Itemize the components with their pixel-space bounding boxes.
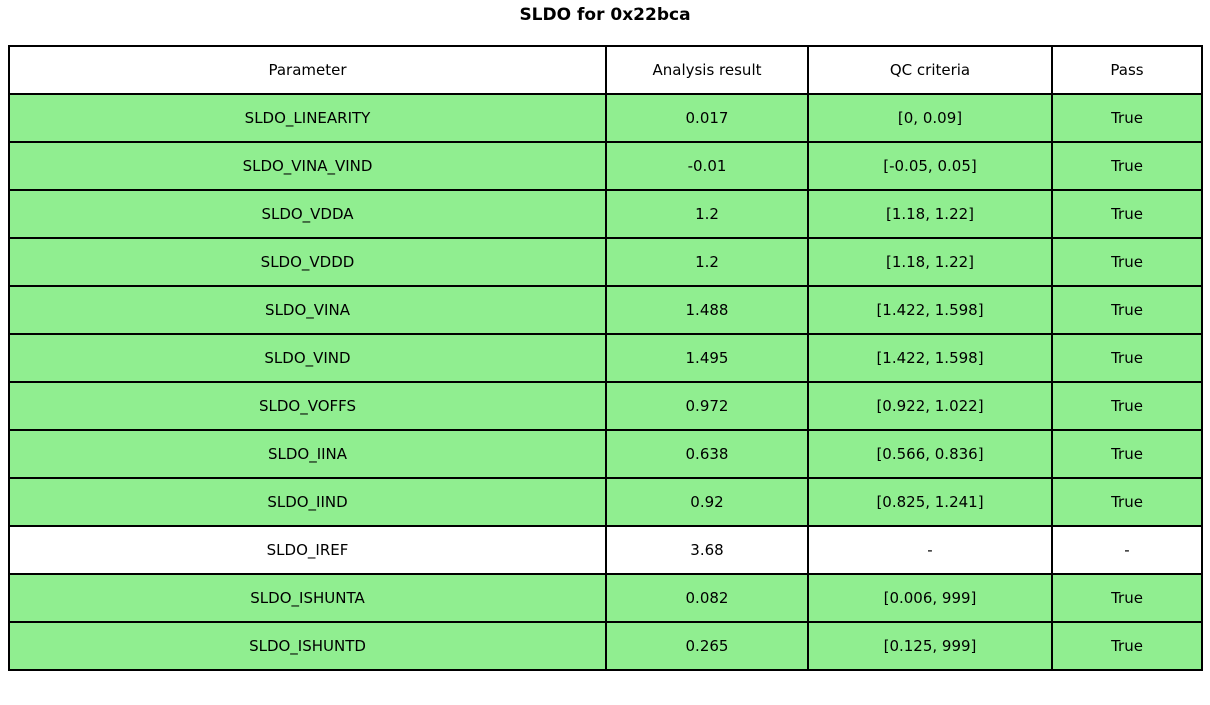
cell-analysis-result: 1.495 [605,333,809,383]
cell-analysis-result: 3.68 [605,525,809,575]
cell-qc-criteria: - [807,525,1053,575]
cell-parameter: SLDO_ISHUNTD [8,621,607,671]
cell-parameter: SLDO_VINA_VIND [8,141,607,191]
cell-qc-criteria: [1.18, 1.22] [807,189,1053,239]
cell-parameter: SLDO_IIND [8,477,607,527]
cell-analysis-result: 0.265 [605,621,809,671]
table-row: SLDO_VDDA 1.2 [1.18, 1.22] True [8,189,1203,239]
header-cell-pass: Pass [1051,45,1203,95]
cell-qc-criteria: [0, 0.09] [807,93,1053,143]
table-row: SLDO_IINA 0.638 [0.566, 0.836] True [8,429,1203,479]
cell-parameter: SLDO_IREF [8,525,607,575]
table-row: SLDO_IREF 3.68 - - [8,525,1203,575]
page-title: SLDO for 0x22bca [519,5,691,25]
cell-parameter: SLDO_VIND [8,333,607,383]
cell-pass: True [1051,621,1203,671]
table-row: SLDO_LINEARITY 0.017 [0, 0.09] True [8,93,1203,143]
cell-parameter: SLDO_IINA [8,429,607,479]
cell-pass: True [1051,333,1203,383]
cell-analysis-result: 1.2 [605,189,809,239]
cell-pass: True [1051,141,1203,191]
table-row: SLDO_ISHUNTD 0.265 [0.125, 999] True [8,621,1203,671]
qc-table: Parameter Analysis result QC criteria Pa… [8,45,1203,671]
table-row: SLDO_VDDD 1.2 [1.18, 1.22] True [8,237,1203,287]
cell-parameter: SLDO_ISHUNTA [8,573,607,623]
cell-parameter: SLDO_VDDD [8,237,607,287]
cell-parameter: SLDO_VOFFS [8,381,607,431]
cell-pass: True [1051,237,1203,287]
cell-pass: True [1051,93,1203,143]
header-row: Parameter Analysis result QC criteria Pa… [8,45,1203,95]
cell-parameter: SLDO_LINEARITY [8,93,607,143]
cell-qc-criteria: [1.422, 1.598] [807,333,1053,383]
table-row: SLDO_VOFFS 0.972 [0.922, 1.022] True [8,381,1203,431]
table-row: SLDO_VINA_VIND -0.01 [-0.05, 0.05] True [8,141,1203,191]
cell-qc-criteria: [1.422, 1.598] [807,285,1053,335]
header-cell-parameter: Parameter [8,45,607,95]
cell-pass: True [1051,189,1203,239]
cell-analysis-result: 1.488 [605,285,809,335]
cell-analysis-result: 0.017 [605,93,809,143]
cell-qc-criteria: [1.18, 1.22] [807,237,1053,287]
cell-qc-criteria: [0.825, 1.241] [807,477,1053,527]
cell-qc-criteria: [0.006, 999] [807,573,1053,623]
header-cell-analysis-result: Analysis result [605,45,809,95]
cell-pass: True [1051,477,1203,527]
cell-parameter: SLDO_VDDA [8,189,607,239]
cell-analysis-result: -0.01 [605,141,809,191]
cell-pass: True [1051,381,1203,431]
cell-analysis-result: 0.92 [605,477,809,527]
cell-pass: True [1051,429,1203,479]
cell-qc-criteria: [0.125, 999] [807,621,1053,671]
cell-analysis-result: 0.082 [605,573,809,623]
cell-analysis-result: 0.972 [605,381,809,431]
cell-qc-criteria: [-0.05, 0.05] [807,141,1053,191]
header-cell-qc-criteria: QC criteria [807,45,1053,95]
table-row: SLDO_VINA 1.488 [1.422, 1.598] True [8,285,1203,335]
table-row: SLDO_ISHUNTA 0.082 [0.006, 999] True [8,573,1203,623]
cell-pass: True [1051,573,1203,623]
cell-pass: True [1051,285,1203,335]
cell-qc-criteria: [0.922, 1.022] [807,381,1053,431]
table-row: SLDO_IIND 0.92 [0.825, 1.241] True [8,477,1203,527]
cell-analysis-result: 0.638 [605,429,809,479]
table-row: SLDO_VIND 1.495 [1.422, 1.598] True [8,333,1203,383]
cell-pass: - [1051,525,1203,575]
cell-analysis-result: 1.2 [605,237,809,287]
cell-qc-criteria: [0.566, 0.836] [807,429,1053,479]
cell-parameter: SLDO_VINA [8,285,607,335]
qc-table-body: SLDO_LINEARITY 0.017 [0, 0.09] True SLDO… [8,93,1203,671]
